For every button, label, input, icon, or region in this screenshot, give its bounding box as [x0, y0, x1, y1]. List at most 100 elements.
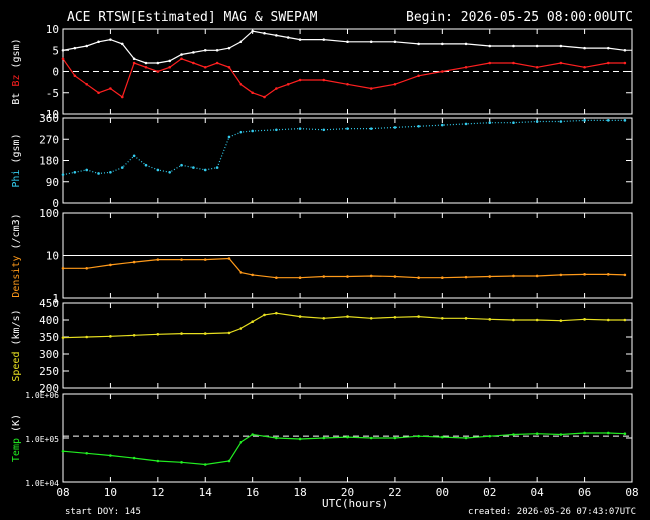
bt-bz-point	[606, 61, 610, 65]
density-point	[623, 273, 627, 277]
bt-bz-series-bz	[62, 58, 625, 98]
speed-ytick-label: 300	[39, 348, 59, 361]
speed-point	[227, 331, 231, 335]
density-series-density	[63, 257, 625, 279]
bt-bz-point	[180, 57, 183, 61]
bt-bz-point	[132, 61, 136, 65]
speed-series-speed	[62, 312, 625, 339]
density-point	[393, 275, 397, 278]
bt-bz-point	[559, 61, 563, 65]
temp-point	[227, 459, 231, 463]
phi-point	[97, 172, 100, 175]
density-ytick-label: 100	[39, 207, 59, 220]
bt-bz-point	[275, 87, 278, 90]
bt-bz-point	[156, 70, 160, 73]
bt-bz-point	[227, 46, 231, 50]
phi-point	[623, 119, 627, 122]
density-ylabel-part: Density	[11, 256, 22, 298]
temp-point	[488, 434, 492, 438]
density-point	[322, 275, 326, 278]
begin-time: Begin: 2026-05-25 08:00:00UTC	[406, 10, 633, 25]
density-point	[85, 266, 89, 270]
speed-point	[369, 317, 373, 320]
density-point	[156, 258, 160, 261]
temp-point	[441, 435, 444, 439]
phi-point	[132, 154, 136, 158]
bt-bz-point	[120, 42, 124, 46]
temp-series-temp	[62, 432, 625, 466]
bt-bz-point	[73, 46, 77, 50]
speed-point	[239, 327, 243, 330]
speed-point	[263, 313, 266, 317]
bt-bz-point	[73, 74, 77, 78]
bt-bz-ylabel: Bt Bz (gsm)	[11, 38, 22, 104]
bt-bz-point	[298, 78, 302, 82]
bt-bz-point	[583, 46, 586, 50]
bt-bz-point	[298, 38, 302, 41]
density-point	[61, 266, 65, 270]
phi-point	[535, 120, 539, 123]
bt-bz-point	[227, 65, 231, 69]
phi-point	[393, 126, 397, 129]
phi-ytick-label: 270	[39, 133, 59, 146]
temp-point	[180, 461, 183, 464]
speed-point	[623, 318, 627, 322]
density-point	[583, 273, 586, 276]
bt-bz-point	[156, 61, 160, 65]
bt-bz-point	[393, 40, 397, 44]
temp-point	[464, 436, 468, 440]
density-point	[203, 258, 207, 261]
bt-bz-point	[109, 87, 112, 90]
x-tick-label: 10	[104, 486, 117, 499]
temp-ylabel-part: (K)	[11, 414, 22, 438]
phi-point	[109, 171, 112, 174]
x-tick-label: 06	[578, 486, 591, 499]
bt-bz-point	[120, 95, 124, 99]
density-point	[132, 260, 136, 264]
temp-point	[298, 437, 302, 441]
bt-bz-point	[275, 34, 278, 37]
bt-bz-point	[215, 61, 219, 65]
bt-bz-point	[239, 82, 243, 86]
density-point	[298, 276, 302, 280]
temp-point	[559, 433, 563, 436]
temp-point	[393, 436, 397, 440]
bt-bz-point	[215, 48, 219, 52]
phi-point	[464, 122, 468, 126]
speed-point	[464, 317, 468, 320]
phi-point	[417, 124, 420, 128]
phi-point	[73, 171, 77, 174]
x-tick-label: 22	[388, 486, 401, 499]
bt-bz-point	[109, 38, 112, 41]
density-point	[369, 274, 373, 278]
speed-point	[132, 334, 136, 337]
bt-bz-ylabel-part: Bt	[11, 93, 22, 105]
phi-point	[275, 128, 278, 132]
x-tick-label: 18	[293, 486, 306, 499]
bt-bz-point	[286, 36, 290, 39]
bt-bz-point	[168, 65, 171, 69]
bt-bz-point	[251, 91, 254, 95]
temp-point	[623, 432, 627, 436]
bt-bz-point	[97, 40, 100, 44]
bt-bz-point	[464, 42, 468, 46]
speed-point	[512, 318, 515, 322]
phi-point	[156, 168, 160, 172]
density-point	[535, 274, 539, 278]
temp-point	[275, 436, 278, 440]
temp-point	[109, 454, 112, 457]
density-ylabel-part: (/cm3)	[11, 213, 22, 255]
speed-point	[346, 315, 349, 318]
speed-point	[156, 332, 160, 336]
bt-bz-point	[535, 65, 539, 69]
bt-bz-ytick-label: -10	[39, 108, 59, 121]
bt-bz-point	[369, 40, 373, 44]
temp-ytick-label: 1.0E+05	[25, 435, 59, 444]
speed-point	[417, 315, 420, 318]
bt-bz-ylabel-part: (gsm)	[11, 38, 22, 74]
speed-point	[180, 332, 183, 335]
phi-point	[227, 135, 231, 139]
bt-bz-point	[488, 61, 492, 65]
bt-bz-point	[623, 61, 627, 65]
bt-bz-point	[417, 42, 420, 46]
